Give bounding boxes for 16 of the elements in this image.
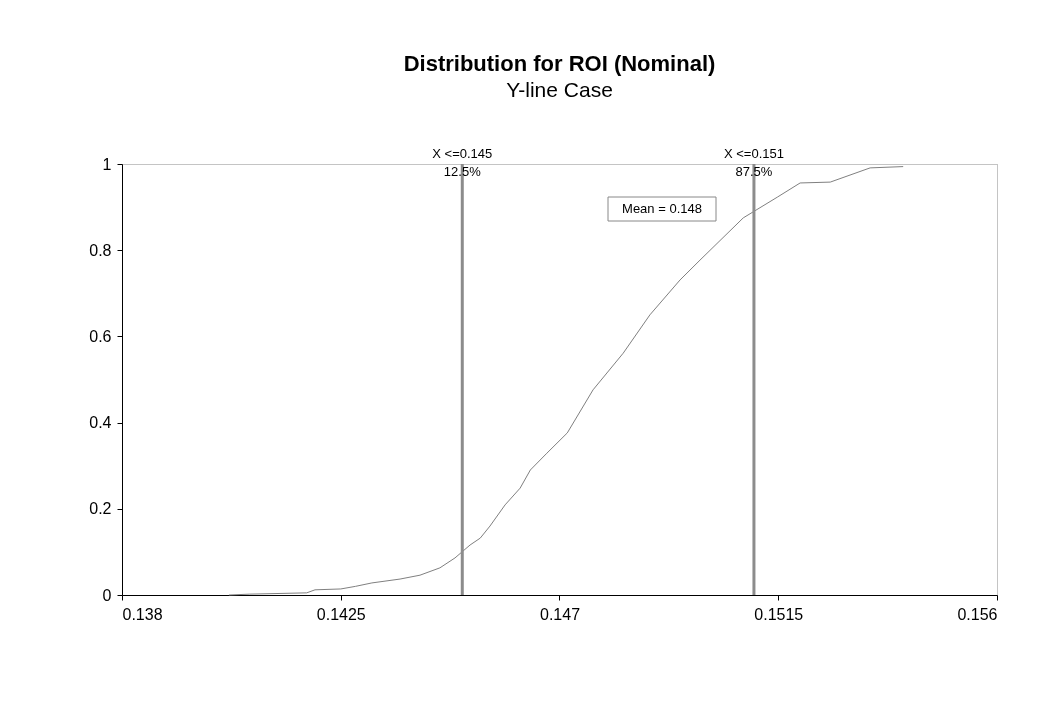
- chart-subtitle: Y-line Case: [506, 78, 613, 101]
- x-tick-label: 0.156: [957, 605, 998, 623]
- x-tick-label: 0.1515: [754, 605, 804, 623]
- y-tick-label: 0.6: [89, 327, 112, 345]
- y-tick-label: 0: [102, 586, 112, 604]
- ref-line-label: X <=0.151 87.5%: [723, 146, 784, 179]
- y-tick-label: 0.4: [89, 414, 112, 432]
- chart-title: Distribution for ROI (Nominal): [403, 51, 716, 76]
- x-tick-label: 0.138: [122, 605, 163, 623]
- y-tick-label: 0.8: [89, 241, 112, 259]
- x-tick-label: 0.147: [539, 605, 581, 623]
- y-tick-label: 0.2: [89, 500, 112, 518]
- ref-line-label: X <=0.145 12.5%: [432, 146, 493, 179]
- annotation: Mean = 0.148: [622, 201, 702, 216]
- x-tick-label: 0.1425: [316, 605, 366, 623]
- y-tick-label: 1: [102, 155, 112, 173]
